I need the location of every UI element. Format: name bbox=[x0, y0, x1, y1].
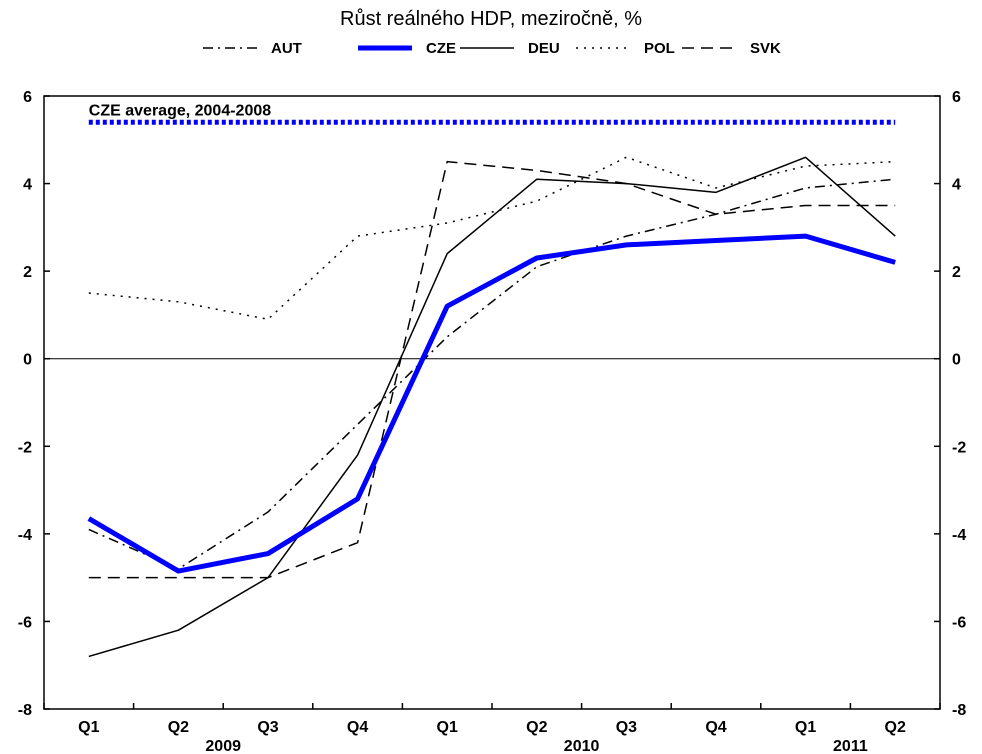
x-tick-label: Q2 bbox=[885, 719, 906, 736]
y-tick-label-right: 6 bbox=[952, 89, 961, 106]
x-tick-label: Q1 bbox=[795, 719, 816, 736]
y-tick-label-left: 4 bbox=[23, 177, 32, 194]
y-tick-label-left: 2 bbox=[23, 264, 32, 281]
x-year-label: 2010 bbox=[564, 738, 600, 754]
legend: AUT CZE DEU POL SVK bbox=[203, 40, 781, 57]
series-line-pol bbox=[88, 156, 896, 321]
x-tick-label: Q1 bbox=[437, 719, 458, 736]
legend-label-cze: CZE bbox=[426, 40, 456, 57]
x-tick-label: Q3 bbox=[616, 719, 637, 736]
x-year-label: 2011 bbox=[833, 738, 868, 754]
x-tick-label: Q4 bbox=[347, 719, 368, 736]
series-line-deu bbox=[88, 156, 896, 658]
reference-label: CZE average, 2004-2008 bbox=[89, 102, 271, 119]
y-tick-label-right: 4 bbox=[952, 177, 961, 194]
series-line-aut bbox=[88, 178, 896, 570]
y-tick-label-right: 0 bbox=[952, 352, 961, 369]
y-tick-label-left: -2 bbox=[18, 439, 32, 456]
legend-label-deu: DEU bbox=[528, 40, 560, 57]
y-tick-label-left: 6 bbox=[23, 89, 32, 106]
legend-label-aut: AUT bbox=[271, 40, 302, 57]
x-tick-label: Q2 bbox=[168, 719, 189, 736]
y-tick-label-right: -8 bbox=[952, 702, 966, 719]
x-tick-label: Q1 bbox=[78, 719, 99, 736]
y-tick-label-left: -4 bbox=[18, 527, 32, 544]
y-tick-label-left: -6 bbox=[18, 614, 32, 631]
series-group bbox=[87, 156, 896, 658]
legend-label-svk: SVK bbox=[750, 40, 781, 57]
series-line-svk bbox=[88, 160, 896, 579]
x-tick-label: Q2 bbox=[526, 719, 547, 736]
x-year-label: 2009 bbox=[205, 738, 241, 754]
axes: -8 -8 -6 -6 -4 -4 -2 -2 0 0 2 2 4 4 6 6 Q1 Q2 Q3 Q4 Q1 Q2 Q3 Q4… bbox=[18, 89, 967, 754]
x-tick-label: Q4 bbox=[705, 719, 726, 736]
y-tick-label-right: -4 bbox=[952, 527, 966, 544]
reference-line-group: CZE average, 2004-2008 bbox=[88, 102, 896, 125]
y-tick-label-right: -2 bbox=[952, 439, 966, 456]
y-tick-label-right: 2 bbox=[952, 264, 961, 281]
chart-title: Růst reálného HDP, meziročně, % bbox=[340, 8, 642, 30]
x-tick-label: Q3 bbox=[257, 719, 278, 736]
legend-label-pol: POL bbox=[644, 40, 675, 57]
series-line-cze bbox=[87, 233, 896, 574]
y-tick-label-right: -6 bbox=[952, 614, 966, 631]
y-tick-label-left: 0 bbox=[23, 352, 32, 369]
y-tick-label-left: -8 bbox=[18, 702, 32, 719]
